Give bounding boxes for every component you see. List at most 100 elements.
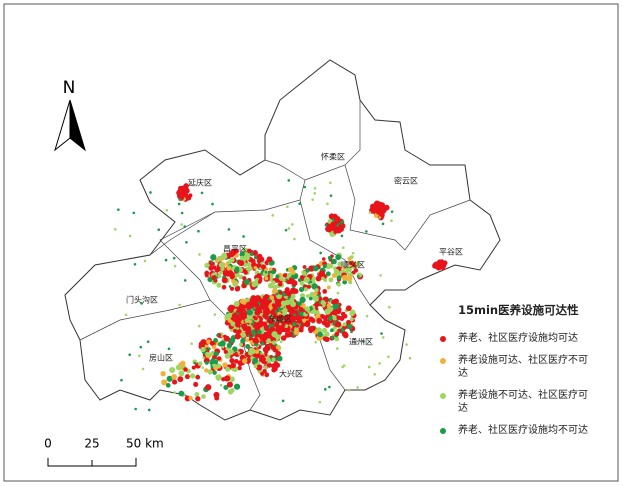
legend-swatch (440, 428, 446, 434)
point (172, 256, 176, 260)
district-label: 门头沟区 (126, 295, 158, 305)
legend-item: 养老、社区医疗设施均不可达 (436, 424, 588, 437)
point (297, 317, 302, 323)
point (234, 359, 239, 364)
point (237, 329, 242, 334)
point (166, 375, 173, 382)
point (171, 373, 177, 380)
point (299, 293, 306, 299)
point (350, 330, 353, 334)
north-arrow (69, 99, 86, 152)
scale-label: 25 (84, 437, 99, 451)
point (262, 295, 268, 301)
point (325, 226, 331, 232)
point (229, 337, 236, 344)
point (132, 211, 136, 215)
point (275, 345, 281, 350)
point (209, 361, 213, 365)
point (271, 280, 276, 285)
point (241, 358, 248, 364)
point (180, 223, 183, 226)
point (309, 325, 316, 332)
point (288, 306, 295, 313)
point (336, 291, 340, 295)
point (213, 366, 218, 371)
point (207, 276, 213, 283)
point (324, 388, 327, 391)
point (341, 274, 348, 281)
point (237, 360, 244, 367)
point (307, 310, 310, 314)
point (269, 326, 276, 332)
point (233, 264, 236, 268)
point (227, 228, 231, 231)
point (224, 353, 231, 359)
point (201, 366, 204, 369)
point (272, 366, 278, 372)
point (323, 278, 328, 283)
point (405, 343, 408, 346)
district-label: 大兴区 (279, 369, 303, 379)
point (290, 293, 296, 299)
point (280, 300, 287, 306)
point (245, 266, 250, 271)
point (337, 261, 343, 267)
point (275, 292, 279, 296)
scale-label: 0 (44, 437, 52, 451)
point (244, 255, 250, 261)
point (178, 198, 182, 201)
point (275, 301, 282, 308)
point (220, 266, 225, 271)
legend-swatch (440, 393, 446, 399)
point (373, 373, 377, 376)
point (316, 317, 323, 324)
point (269, 295, 275, 301)
point (223, 335, 230, 342)
point (307, 284, 311, 289)
point (229, 376, 235, 383)
point (228, 285, 232, 288)
point (113, 228, 117, 231)
point (267, 297, 271, 301)
point (324, 308, 331, 315)
point (140, 302, 143, 305)
point (167, 347, 171, 351)
point (220, 255, 223, 258)
point (293, 237, 296, 241)
point (341, 365, 344, 369)
point (252, 333, 256, 336)
point (276, 334, 281, 339)
point (381, 222, 385, 226)
district-label: 密云区 (394, 176, 418, 186)
point (328, 213, 335, 220)
point (311, 198, 314, 201)
point (233, 248, 239, 254)
point (329, 194, 333, 197)
point (333, 268, 340, 274)
point (232, 282, 238, 288)
point (253, 266, 258, 270)
point (239, 298, 246, 305)
point (223, 384, 229, 391)
point (237, 351, 241, 354)
point (271, 357, 276, 362)
point (213, 351, 219, 357)
point (213, 313, 217, 316)
point (147, 408, 151, 412)
point (271, 331, 278, 338)
point (183, 367, 188, 372)
point (226, 313, 232, 319)
point (188, 395, 193, 401)
point (313, 186, 317, 190)
point (337, 328, 342, 333)
point (330, 328, 334, 333)
north-arrow (54, 99, 71, 152)
point (281, 292, 286, 297)
point (242, 235, 245, 238)
point (271, 269, 276, 275)
point (233, 301, 240, 308)
point (291, 223, 294, 226)
point (221, 345, 225, 349)
point (248, 350, 254, 356)
